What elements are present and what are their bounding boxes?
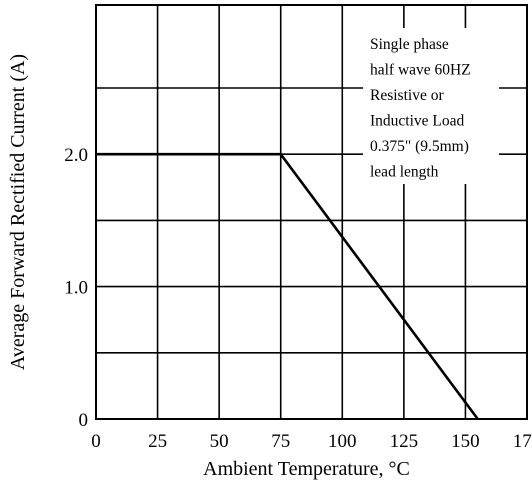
x-axis-label: Ambient Temperature, °C xyxy=(203,458,410,480)
x-tick-label: 0 xyxy=(91,431,101,452)
annotation-line: Resistive or xyxy=(370,87,444,104)
y-tick-label: 1.0 xyxy=(64,278,88,299)
x-tick-label: 50 xyxy=(210,431,229,452)
y-tick-label: 2.0 xyxy=(64,145,88,166)
y-axis-label: Average Forward Rectified Current (A) xyxy=(7,54,29,370)
x-tick-label: 175 xyxy=(513,431,532,452)
annotation-background xyxy=(363,28,499,184)
y-tick-label: 0 xyxy=(79,410,89,431)
annotation-line: half wave 60HZ xyxy=(370,62,471,79)
x-tick-label: 150 xyxy=(451,431,480,452)
annotation-line: Single phase xyxy=(370,36,449,53)
annotation-box: Single phase half wave 60HZ Resistive or In… xyxy=(370,36,471,181)
x-tick-labels: 0 25 50 75 100 125 150 175 xyxy=(91,431,532,452)
annotation-line: Inductive Load xyxy=(370,113,465,130)
x-tick-label: 25 xyxy=(148,431,167,452)
derating-curve xyxy=(96,152,479,420)
plot-border xyxy=(95,4,528,420)
annotation-line: lead length xyxy=(370,164,439,181)
annotation-line: 0.375" (9.5mm) xyxy=(370,138,469,155)
x-tick-label: 125 xyxy=(390,431,419,452)
series-group xyxy=(96,152,479,420)
x-tick-label: 100 xyxy=(328,431,357,452)
y-tick-labels: 0 1.0 2.0 xyxy=(64,145,88,431)
x-tick-label: 75 xyxy=(271,431,290,452)
plot-frame xyxy=(95,4,528,420)
